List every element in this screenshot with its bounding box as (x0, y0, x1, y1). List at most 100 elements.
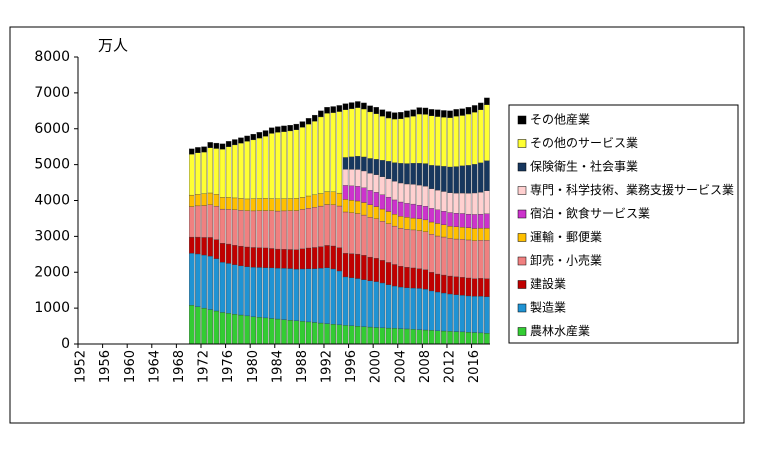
bar-segment (367, 111, 373, 159)
bar-segment (391, 285, 398, 329)
bar-segment (256, 317, 263, 345)
x-tick-label: 1996 (344, 350, 359, 383)
bar-segment (324, 267, 330, 324)
bar-segment (207, 309, 213, 345)
bar-segment (299, 268, 306, 322)
bar-segment (398, 112, 404, 119)
bar-segment (379, 116, 386, 161)
bar-segment (342, 276, 349, 326)
bar-segment (379, 260, 386, 284)
bar-segment (219, 197, 226, 210)
bar-segment (348, 200, 355, 213)
legend-label: 建設業 (530, 276, 566, 291)
bar-segment (367, 158, 373, 174)
bar-segment (441, 117, 447, 167)
bar-segment (465, 332, 472, 345)
bar-segment (293, 249, 300, 270)
x-tick-label: 1984 (270, 350, 285, 383)
legend-swatch (517, 162, 527, 172)
bar-segment (416, 329, 423, 345)
bar-segment (441, 211, 447, 225)
bar-segment (238, 198, 244, 211)
bar-segment (416, 288, 423, 330)
bar-segment (293, 198, 300, 211)
bar-segment (275, 198, 281, 212)
bar-segment (348, 156, 355, 170)
bar-segment (268, 127, 275, 134)
bar-segment (238, 265, 244, 316)
legend-swatch (517, 280, 527, 289)
bar-segment (428, 272, 435, 292)
bar-segment (453, 166, 459, 194)
bar-segment (195, 236, 201, 255)
bar-segment (195, 205, 201, 238)
bar-segment (447, 331, 453, 345)
bar-segment (312, 114, 318, 122)
bar-segment (410, 267, 416, 289)
bar-segment (219, 243, 226, 263)
bar-segment (361, 108, 367, 158)
bar-segment (305, 247, 312, 269)
bar-segment (355, 101, 361, 108)
bar-segment (201, 193, 207, 206)
bar-segment (324, 113, 330, 192)
bar-segment (330, 245, 336, 270)
bar-segment (373, 258, 379, 282)
bar-segment (471, 164, 478, 194)
bar-segment (416, 113, 423, 164)
bar-segment (336, 111, 343, 194)
bar-segment (416, 230, 423, 269)
bar-segment (330, 112, 336, 192)
legend-label: その他産業 (530, 112, 590, 127)
bar-segment (404, 267, 410, 288)
bar-segment (293, 123, 300, 130)
bar-segment (422, 163, 429, 187)
legend-swatch (517, 186, 527, 195)
bar-segment (367, 190, 373, 205)
bar-segment (201, 254, 207, 309)
bar-segment (361, 102, 367, 110)
bar-segment (342, 103, 349, 110)
bar-segment (287, 249, 293, 269)
bar-segment (342, 185, 349, 200)
bar-segment (342, 325, 349, 345)
bar-segment (225, 209, 232, 245)
bar-segment (422, 206, 429, 221)
bar-segment (342, 211, 349, 254)
legend-label: 専門・科学技術、業務支援サービス業 (530, 182, 734, 197)
bar-segment (404, 163, 410, 185)
bar-segment (330, 106, 336, 113)
bar-segment (410, 203, 416, 219)
bar-segment (404, 328, 410, 345)
bar-segment (367, 280, 373, 328)
bar-segment (342, 253, 349, 278)
bar-segment (453, 238, 459, 277)
bar-segment (404, 117, 410, 164)
bar-segment (391, 214, 398, 227)
bar-segment (281, 319, 287, 345)
bar-segment (428, 109, 435, 116)
bar-segment (478, 213, 484, 229)
bar-segment (471, 228, 478, 241)
bar-segment (244, 246, 250, 267)
bar-segment (441, 110, 447, 118)
bar-segment (201, 151, 207, 194)
bar-segment (416, 107, 423, 115)
bar-segment (355, 213, 361, 255)
bar-segment (459, 115, 466, 166)
bar-segment (361, 187, 367, 203)
y-tick-label: 4000 (34, 193, 70, 209)
bar-segment (398, 286, 404, 329)
bar-segment (232, 314, 238, 345)
bar-segment (484, 190, 490, 214)
bar-segment (238, 314, 244, 345)
bar-segment (299, 121, 306, 128)
bar-segment (422, 269, 429, 290)
bar-segment (391, 181, 398, 201)
bar-segment (459, 277, 466, 296)
bar-segment (373, 327, 379, 345)
bar-segment (434, 291, 441, 331)
bar-segment (219, 149, 226, 198)
bar-segment (453, 294, 459, 332)
bar-segment (305, 195, 312, 209)
